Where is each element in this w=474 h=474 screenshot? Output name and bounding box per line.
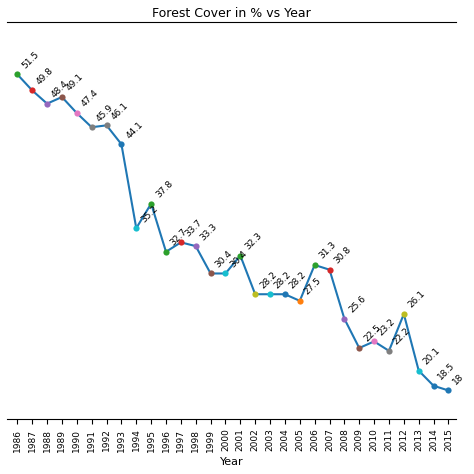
Text: 46.1: 46.1 bbox=[109, 100, 130, 121]
Point bbox=[207, 270, 214, 277]
Point bbox=[296, 297, 303, 305]
Text: 32.3: 32.3 bbox=[243, 231, 264, 251]
Point bbox=[445, 387, 452, 394]
Text: 47.4: 47.4 bbox=[80, 89, 100, 109]
Text: 33.7: 33.7 bbox=[183, 218, 204, 238]
Point bbox=[43, 100, 51, 108]
Text: 22.5: 22.5 bbox=[362, 323, 383, 344]
Point bbox=[415, 367, 422, 374]
Text: 31.3: 31.3 bbox=[318, 240, 338, 261]
Point bbox=[14, 71, 21, 78]
Text: 18: 18 bbox=[451, 372, 466, 386]
Text: 30.4: 30.4 bbox=[228, 249, 249, 269]
Point bbox=[237, 252, 244, 259]
Text: 28.2: 28.2 bbox=[258, 270, 278, 290]
Point bbox=[311, 261, 319, 269]
Text: 35.2: 35.2 bbox=[139, 203, 160, 224]
Text: 18.5: 18.5 bbox=[437, 361, 457, 382]
Point bbox=[281, 291, 289, 298]
Text: 22.2: 22.2 bbox=[392, 326, 412, 346]
Point bbox=[266, 291, 274, 298]
Text: 27.5: 27.5 bbox=[302, 276, 323, 297]
Point bbox=[103, 121, 110, 129]
Point bbox=[356, 344, 363, 352]
Point bbox=[385, 347, 393, 355]
Text: 26.1: 26.1 bbox=[407, 289, 427, 310]
Point bbox=[28, 87, 36, 94]
Text: 49.1: 49.1 bbox=[65, 73, 85, 93]
Text: 51.5: 51.5 bbox=[20, 50, 41, 70]
Title: Forest Cover in % vs Year: Forest Cover in % vs Year bbox=[152, 7, 311, 20]
Point bbox=[147, 200, 155, 208]
Text: 20.1: 20.1 bbox=[421, 346, 442, 366]
Point bbox=[132, 224, 140, 232]
Point bbox=[370, 337, 378, 345]
Point bbox=[400, 310, 408, 318]
Point bbox=[88, 123, 95, 131]
Text: 28.2: 28.2 bbox=[273, 270, 293, 290]
Text: 28.2: 28.2 bbox=[288, 270, 308, 290]
Text: 30.8: 30.8 bbox=[332, 245, 353, 265]
Point bbox=[430, 382, 438, 390]
Point bbox=[341, 315, 348, 322]
Point bbox=[251, 291, 259, 298]
Text: 49.8: 49.8 bbox=[35, 66, 55, 86]
Point bbox=[192, 242, 200, 250]
Text: 30.4: 30.4 bbox=[213, 249, 234, 269]
Text: 25.6: 25.6 bbox=[347, 294, 368, 315]
Text: 44.1: 44.1 bbox=[124, 119, 145, 140]
Text: 23.2: 23.2 bbox=[377, 317, 397, 337]
Text: 32.7: 32.7 bbox=[169, 227, 189, 247]
Point bbox=[222, 270, 229, 277]
Point bbox=[162, 248, 170, 255]
X-axis label: Year: Year bbox=[219, 457, 243, 467]
Text: 48.4: 48.4 bbox=[50, 79, 70, 100]
Point bbox=[73, 109, 81, 117]
Point bbox=[58, 93, 66, 101]
Text: 33.3: 33.3 bbox=[199, 221, 219, 242]
Text: 37.8: 37.8 bbox=[154, 179, 174, 200]
Point bbox=[118, 140, 125, 148]
Point bbox=[326, 266, 333, 273]
Point bbox=[177, 238, 185, 246]
Text: 45.9: 45.9 bbox=[94, 102, 115, 123]
